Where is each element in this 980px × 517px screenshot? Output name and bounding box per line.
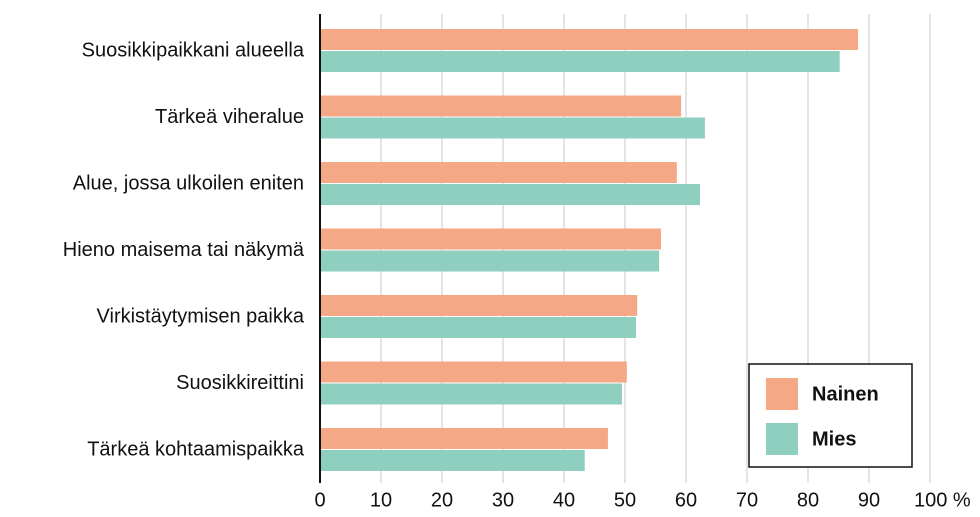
bar: [320, 428, 608, 449]
category-label: Tärkeä kohtaamispaikka: [87, 438, 305, 460]
x-tick-label: 0: [314, 489, 325, 511]
bar: [320, 184, 701, 205]
category-label: Suosikkipaikkani alueella: [82, 39, 305, 61]
x-tick-label: 90: [858, 489, 880, 511]
x-tick-label: 80: [797, 489, 819, 511]
bar: [320, 117, 705, 139]
category-label: Virkistäytymisen paikka: [97, 305, 305, 327]
x-tick-label: 10: [370, 489, 392, 511]
bar: [320, 317, 636, 338]
category-label: Tärkeä viheralue: [155, 106, 304, 128]
legend-label: Nainen: [812, 383, 879, 405]
x-tick-label: 50: [614, 489, 636, 511]
legend-label: Mies: [812, 428, 856, 450]
bar: [320, 228, 661, 250]
bar: [320, 295, 638, 316]
bar: [320, 250, 660, 272]
bar: [320, 29, 859, 50]
category-label: Suosikkireittini: [176, 372, 304, 394]
x-tick-label: 40: [553, 489, 575, 511]
bar: [320, 162, 677, 183]
category-label: Alue, jossa ulkoilen eniten: [73, 172, 304, 194]
legend-swatch: [766, 378, 798, 410]
x-tick-label: 70: [736, 489, 758, 511]
bar: [320, 95, 682, 117]
x-tick-label: 30: [492, 489, 514, 511]
x-tick-label: 20: [431, 489, 453, 511]
category-label: Hieno maisema tai näkymä: [63, 239, 305, 261]
bar: [320, 51, 840, 72]
legend-swatch: [766, 423, 798, 455]
x-tick-label: 100 %: [914, 489, 971, 511]
bar: [320, 361, 627, 383]
bar: [320, 450, 585, 471]
x-tick-label: 60: [675, 489, 697, 511]
bar: [320, 383, 622, 405]
